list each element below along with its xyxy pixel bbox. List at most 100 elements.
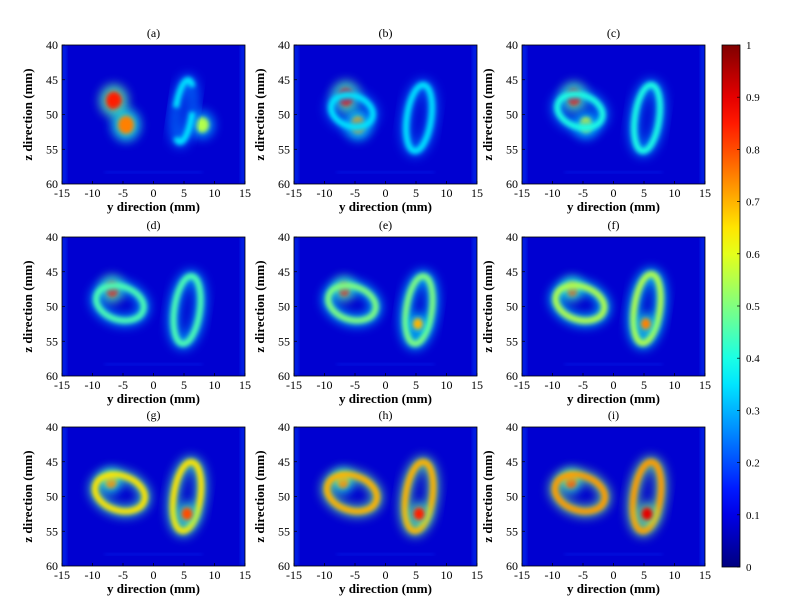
heat-ring [631, 81, 663, 155]
colorbar-tick-label: 0 [746, 562, 752, 574]
y-tick-label: 50 [46, 300, 58, 314]
x-tick-label: -15 [286, 378, 302, 392]
x-tick-label: 10 [441, 186, 453, 200]
heat-ring [93, 282, 147, 324]
x-tick-label: 0 [151, 378, 157, 392]
y-tick-label: 40 [46, 38, 58, 52]
heatmap-background [294, 427, 477, 566]
y-tick-label: 50 [278, 300, 290, 314]
heatmap-area [294, 45, 477, 184]
x-tick-label: -5 [350, 568, 360, 582]
edge-artifact [336, 171, 435, 173]
y-tick-label: 40 [278, 38, 290, 52]
x-tick-label: -10 [317, 186, 333, 200]
y-tick-label: 60 [46, 177, 58, 191]
x-axis-label: y direction (mm) [339, 391, 432, 406]
y-tick-label: 50 [506, 300, 518, 314]
x-tick-label: 15 [239, 378, 251, 392]
panel-f: (f) -15 -10 -5 0 5 10 15 40 45 50 55 60 y direction (… [480, 218, 711, 406]
x-tick-label: -5 [118, 378, 128, 392]
x-tick-label: 0 [151, 186, 157, 200]
x-tick-label: 5 [181, 568, 187, 582]
x-tick-label: -15 [286, 568, 302, 582]
x-tick-label: -10 [545, 378, 561, 392]
heatmap-background [62, 45, 245, 184]
edge-artifact [241, 427, 245, 566]
heat-spot [640, 318, 651, 330]
panel-c: (c) -15 -10 -5 0 5 10 15 40 45 50 55 60 y direction (… [480, 26, 711, 214]
x-tick-label: 10 [209, 186, 221, 200]
heatmap-area [294, 427, 477, 566]
x-tick-label: -15 [54, 378, 70, 392]
y-tick-label: 40 [46, 420, 58, 434]
x-tick-label: -10 [85, 186, 101, 200]
x-tick-label: 10 [669, 186, 681, 200]
y-tick-label: 50 [46, 490, 58, 504]
y-tick-label: 45 [46, 73, 58, 87]
heatmap-background [294, 45, 477, 184]
heat-ring [554, 91, 606, 131]
heatmap-background [294, 237, 477, 376]
x-tick-label: -15 [54, 186, 70, 200]
x-tick-label: 0 [383, 186, 389, 200]
x-tick-label: 5 [413, 568, 419, 582]
y-tick-label: 40 [506, 38, 518, 52]
edge-artifact [564, 553, 663, 555]
x-tick-label: -5 [350, 378, 360, 392]
heat-ring [323, 471, 380, 515]
y-tick-label: 55 [506, 524, 518, 538]
heat-spot [181, 507, 193, 521]
edge-artifact [104, 171, 203, 173]
heatmap-background [62, 237, 245, 376]
y-tick-label: 40 [278, 420, 290, 434]
x-axis-label: y direction (mm) [567, 391, 660, 406]
heatmap-background [62, 427, 245, 566]
edge-artifact [241, 237, 245, 376]
x-tick-label: -15 [514, 186, 530, 200]
panel-i: (i) -15 -10 -5 0 5 10 15 40 45 50 55 60 y direction (… [480, 408, 711, 596]
x-tick-label: -10 [85, 568, 101, 582]
y-tick-label: 45 [46, 455, 58, 469]
x-tick-label: 15 [471, 568, 483, 582]
y-axis-label: z direction (mm) [252, 260, 267, 352]
y-tick-label: 45 [278, 73, 290, 87]
y-tick-label: 60 [46, 369, 58, 383]
y-tick-label: 40 [278, 230, 290, 244]
panel-title: (e) [379, 218, 392, 232]
y-tick-label: 55 [278, 142, 290, 156]
x-tick-label: -15 [54, 568, 70, 582]
y-tick-label: 55 [278, 524, 290, 538]
colorbar-tick-label: 0.3 [746, 405, 760, 417]
y-tick-label: 60 [506, 559, 518, 573]
colorbar: 0 0.1 0.2 0.3 0.4 0.5 0.6 0.7 0.8 0.9 1 [721, 40, 760, 574]
colorbar-tick-label: 0.2 [746, 458, 760, 470]
heatmap-background [522, 427, 705, 566]
x-tick-label: -5 [578, 568, 588, 582]
y-axis-label: z direction (mm) [480, 68, 495, 160]
x-axis-label: y direction (mm) [107, 581, 200, 596]
x-tick-label: 10 [669, 568, 681, 582]
y-tick-label: 55 [278, 334, 290, 348]
x-tick-label: -5 [118, 186, 128, 200]
heat-ring [325, 282, 379, 324]
colorbar-tick-label: 0.1 [746, 510, 760, 522]
y-tick-label: 50 [278, 490, 290, 504]
edge-artifact [336, 553, 435, 555]
x-tick-label: 5 [641, 568, 647, 582]
edge-artifact [104, 553, 203, 555]
colorbar-tick-label: 0.8 [746, 144, 760, 156]
panel-g: (g) -15 -10 -5 0 5 10 15 40 45 50 55 60 y direction (… [20, 408, 251, 596]
y-tick-label: 60 [278, 559, 290, 573]
y-tick-label: 60 [506, 177, 518, 191]
heat-spot [413, 507, 425, 521]
x-tick-label: 10 [441, 378, 453, 392]
x-axis-label: y direction (mm) [107, 391, 200, 406]
x-axis-label: y direction (mm) [107, 199, 200, 214]
x-tick-label: 15 [471, 378, 483, 392]
x-tick-label: 10 [209, 568, 221, 582]
colorbar-tick-label: 0.6 [746, 249, 760, 261]
edge-artifact [336, 363, 435, 365]
x-tick-label: 5 [413, 186, 419, 200]
